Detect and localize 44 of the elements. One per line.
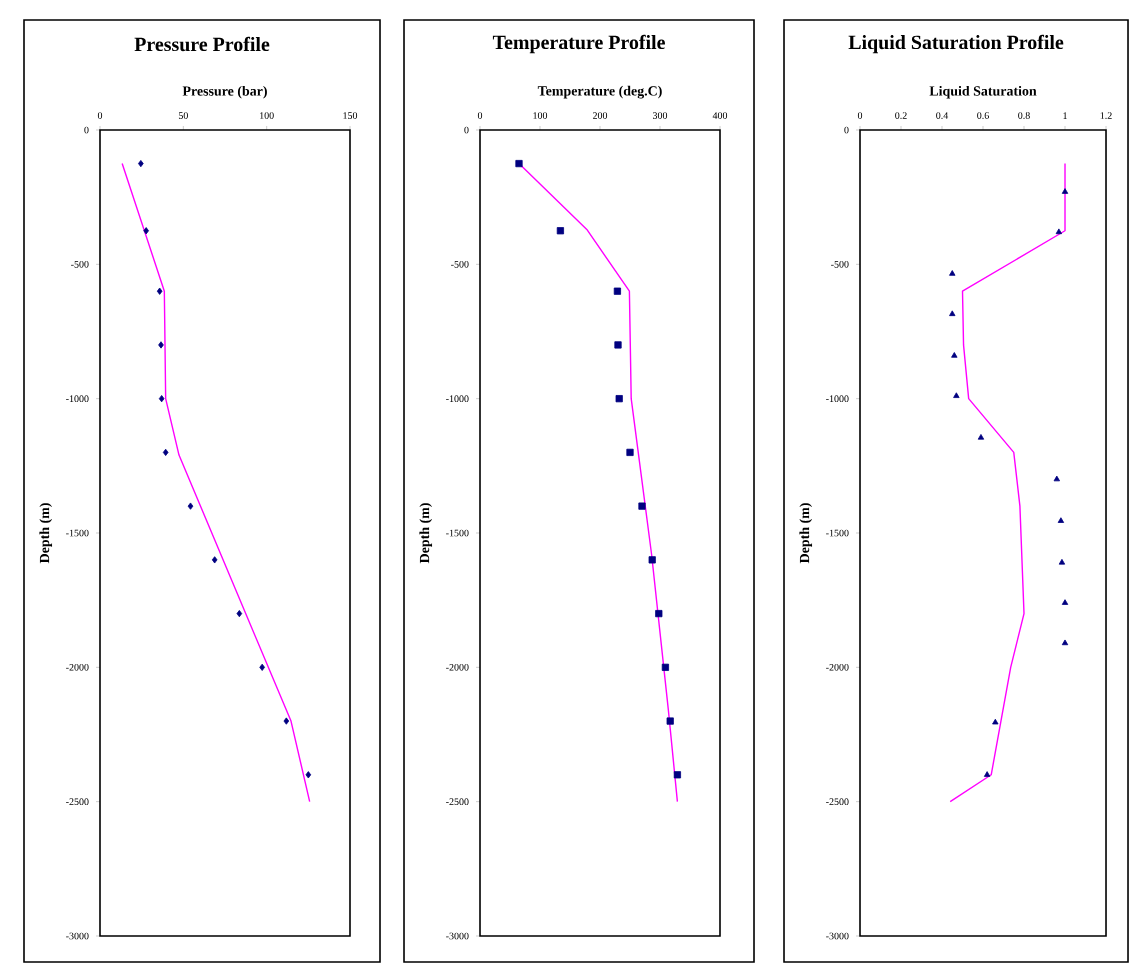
point — [614, 341, 622, 349]
point — [983, 771, 991, 777]
point — [949, 270, 956, 276]
point — [673, 771, 681, 779]
point — [992, 718, 999, 725]
point — [283, 717, 290, 725]
point — [1061, 188, 1069, 194]
line-series — [121, 162, 311, 803]
point — [143, 227, 149, 235]
point — [648, 556, 656, 564]
point — [638, 502, 646, 510]
point — [626, 448, 634, 456]
point — [236, 609, 243, 618]
point — [187, 502, 194, 510]
point — [1053, 475, 1060, 482]
point — [615, 395, 623, 403]
point — [1058, 558, 1066, 565]
chart-title: Pressure Profile — [134, 36, 270, 52]
point — [661, 663, 669, 671]
point — [977, 434, 985, 440]
point — [158, 395, 165, 403]
point — [1057, 517, 1065, 523]
point — [1061, 599, 1069, 605]
point — [158, 341, 164, 349]
line-series — [949, 162, 1066, 803]
point — [156, 287, 163, 295]
point — [556, 227, 564, 235]
point — [138, 159, 144, 168]
chart-title: Liquid Saturation Profile — [848, 34, 1064, 54]
point — [515, 159, 523, 168]
point — [613, 287, 621, 295]
line-series — [518, 162, 679, 803]
chart-title: Temperature Profile — [492, 34, 665, 54]
point — [666, 717, 674, 725]
point — [259, 663, 265, 671]
point — [951, 352, 958, 358]
point — [305, 771, 312, 779]
point — [162, 448, 169, 456]
point — [949, 310, 956, 317]
point — [953, 392, 960, 398]
point — [211, 556, 218, 564]
point — [655, 609, 663, 618]
point — [1061, 639, 1069, 646]
point — [1055, 228, 1063, 235]
